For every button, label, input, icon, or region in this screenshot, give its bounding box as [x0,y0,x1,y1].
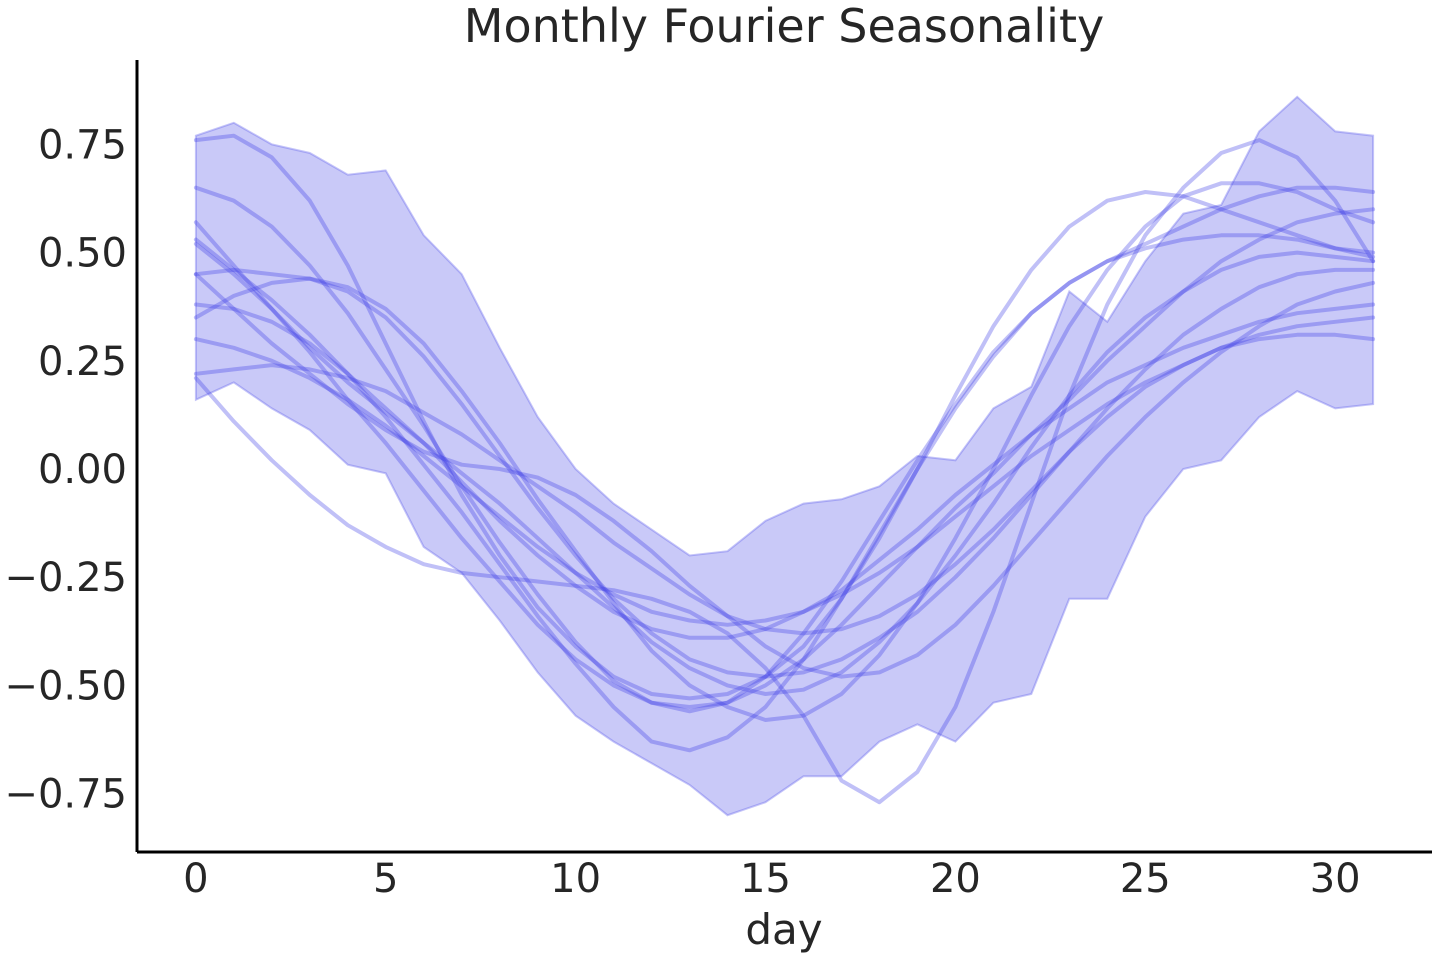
series-line-11 [193,138,1376,805]
y-tick-label: −0.25 [4,555,127,601]
y-tick-label: 0.25 [38,339,127,385]
y-tick-label: 0.00 [38,447,127,493]
x-tick-label: 30 [1310,856,1361,902]
x-tick-label: 0 [183,856,208,902]
series-line-1 [193,133,1376,701]
series-line-6 [193,302,1376,640]
y-tick-label: −0.75 [4,772,127,818]
x-tick-label: 10 [550,856,601,902]
series-line-3 [193,220,1376,696]
x-axis-label: day [745,905,822,954]
series-line-12 [193,315,1376,627]
series-line-4 [193,233,1376,753]
series-line-10 [193,207,1376,709]
y-tick-label: −0.50 [4,663,127,709]
x-tick-label: 15 [740,856,791,902]
series-line-2 [193,185,1376,714]
x-tick-labels: 0 5 10 15 20 25 30 [183,856,1360,902]
x-tick-label: 5 [373,856,398,902]
plot-area [193,95,1376,817]
series-line-7 [193,181,1376,722]
x-tick-label: 20 [930,856,981,902]
uncertainty-band [194,95,1375,817]
x-tick-label: 25 [1120,856,1171,902]
series-line-5 [193,267,1376,679]
y-tick-label: 0.75 [38,122,127,168]
series-line-8 [193,332,1376,636]
series-line-9 [193,272,1376,679]
y-tick-labels: 0.75 0.50 0.25 0.00 −0.25 −0.50 −0.75 [4,122,127,817]
chart-title: Monthly Fourier Seasonality [464,0,1104,53]
y-tick-label: 0.50 [38,231,127,277]
